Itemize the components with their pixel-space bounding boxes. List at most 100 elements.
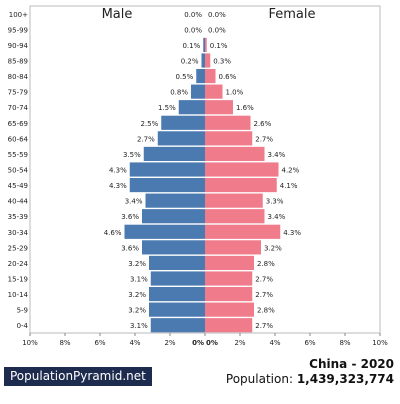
male-value-label: 3.6% [121,244,139,252]
age-group-label: 15-19 [8,276,28,284]
male-bar [203,37,205,53]
male-bar [149,302,205,317]
female-bar [205,209,265,224]
age-group-label: 75-79 [8,89,28,97]
country-year-label: China - 2020 [309,357,394,371]
male-value-label: 0.1% [182,42,200,50]
x-tick-label: 4% [269,339,280,345]
female-bar [205,240,261,255]
male-bar [142,209,205,224]
male-bar [161,115,205,130]
age-group-label: 45-49 [8,182,28,190]
age-group-label: 20-24 [8,260,29,268]
population-label: Population: [225,372,293,386]
male-value-label: 0.2% [181,58,199,66]
female-bar [205,318,253,333]
male-value-label: 0.0% [184,11,202,19]
age-group-label: 5-9 [17,307,28,315]
female-value-label: 3.4% [268,151,286,159]
female-bar [205,131,253,146]
female-value-label: 2.7% [255,135,273,143]
female-value-label: 0.3% [213,58,231,66]
age-group-label: 10-14 [8,291,29,299]
female-value-label: 4.1% [280,182,298,190]
female-bar [205,115,251,130]
male-value-label: 3.2% [128,307,146,315]
male-value-label: 3.5% [123,151,141,159]
population-value: 1,439,323,774 [296,372,394,386]
male-value-label: 0.8% [170,89,188,97]
female-value-label: 2.7% [255,291,273,299]
male-value-label: 3.1% [130,276,148,284]
age-group-label: 60-64 [8,135,29,143]
male-bar [149,286,205,302]
age-group-label: 30-34 [8,229,29,237]
x-tick-label: 10% [22,339,38,345]
female-bar [205,100,233,115]
population-pyramid-chart: Male Female 0-4 3.1% 2.7% 5-9 3.2% 2.8% 10-14 3.2… [8,5,388,345]
female-bar [205,177,277,193]
female-bar [205,271,253,286]
female-value-label: 2.6% [254,120,272,128]
x-tick-label: 0% [192,339,204,345]
age-group-label: 0-4 [17,322,29,330]
brand-logo[interactable]: PopulationPyramid.net [4,367,152,386]
age-group-label: 80-84 [8,73,29,81]
male-bar [157,131,205,146]
male-value-label: 2.5% [140,120,158,128]
female-value-label: 2.8% [257,307,275,315]
female-bar [205,255,254,271]
male-value-label: 3.1% [130,322,148,330]
age-group-label: 100+ [9,11,28,19]
age-group-label: 35-39 [8,213,28,221]
age-group-label: 95-99 [8,26,28,34]
female-value-label: 3.2% [264,244,282,252]
female-bar [205,302,254,317]
female-value-label: 4.2% [282,167,300,175]
male-value-label: 3.6% [121,213,139,221]
female-value-label: 1.6% [236,104,254,112]
female-bar [205,68,216,84]
male-value-label: 4.3% [109,167,127,175]
age-group-label: 90-94 [8,42,29,50]
x-tick-label: 0% [206,339,218,345]
female-value-label: 2.7% [255,276,273,284]
male-value-label: 4.6% [104,229,122,237]
female-bar [205,193,263,208]
male-bar [149,255,205,271]
x-tick-label: 8% [339,339,350,345]
male-bar [124,224,205,239]
male-bar [142,240,205,255]
x-tick-label: 6% [304,339,315,345]
x-tick-label: 6% [94,339,105,345]
x-tick-label: 10% [372,339,388,345]
x-tick-label: 2% [234,339,245,345]
female-bar [205,162,279,177]
male-bar [129,162,205,177]
male-bar [150,318,205,333]
age-group-label: 65-69 [8,120,28,128]
female-value-label: 0.0% [208,11,226,19]
male-value-label: 3.4% [125,198,143,206]
female-value-label: 3.4% [268,213,286,221]
female-bar [205,84,223,99]
male-bar [143,146,205,162]
male-bar [178,100,205,115]
female-bar [205,286,253,302]
female-header: Female [268,7,315,22]
x-tick-label: 2% [164,339,175,345]
x-tick-label: 8% [59,339,70,345]
age-group-label: 70-74 [8,104,29,112]
female-value-label: 3.3% [266,198,284,206]
age-group-label: 55-59 [8,151,28,159]
male-bar [129,177,205,193]
female-bar [205,224,281,239]
population-total: Population: 1,439,323,774 [226,372,394,386]
male-value-label: 0.0% [184,26,202,34]
age-group-label: 85-89 [8,58,28,66]
female-bar [205,146,265,162]
male-bar [196,68,205,84]
female-value-label: 4.3% [283,229,301,237]
age-group-label: 25-29 [8,244,28,252]
female-value-label: 0.1% [210,42,228,50]
